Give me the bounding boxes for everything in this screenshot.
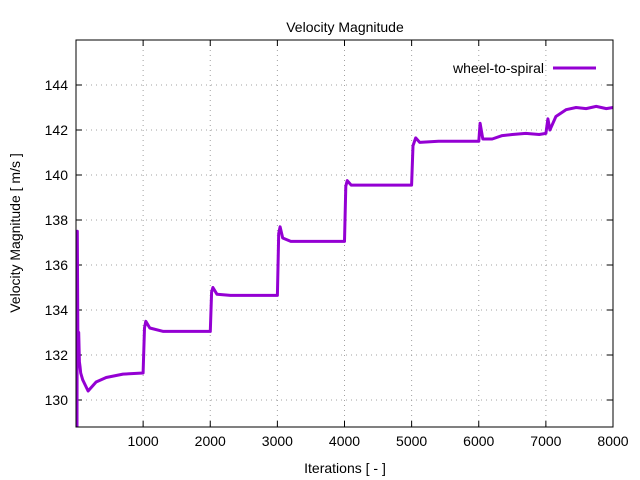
x-tick-label: 7000: [530, 433, 561, 449]
x-axis-label: Iterations [ - ]: [304, 460, 386, 476]
y-axis-label: Velocity Magnitude [ m/s ]: [7, 153, 23, 313]
plot-frame: [75, 39, 614, 428]
y-tick-label: 134: [45, 302, 69, 318]
series-line-wheel-to-spiral: [75, 104, 614, 428]
x-tick-label: 8000: [597, 433, 628, 449]
x-tick-label: 2000: [195, 433, 226, 449]
x-tick-label: 3000: [262, 433, 293, 449]
y-tick-label: 140: [45, 167, 69, 183]
y-tick-label: 130: [45, 392, 69, 408]
chart-title: Velocity Magnitude: [286, 19, 404, 35]
x-tick-label: 4000: [329, 433, 360, 449]
y-tick-label: 136: [45, 257, 69, 273]
x-tick-label: 1000: [128, 433, 159, 449]
y-tick-label: 132: [45, 347, 69, 363]
legend: wheel-to-spiral: [452, 60, 596, 76]
y-tick-label: 142: [45, 122, 69, 138]
y-tick-label: 144: [45, 77, 69, 93]
legend-label: wheel-to-spiral: [452, 60, 544, 76]
x-tick-label: 6000: [463, 433, 494, 449]
y-tick-label: 138: [45, 212, 69, 228]
x-tick-label: 5000: [396, 433, 427, 449]
